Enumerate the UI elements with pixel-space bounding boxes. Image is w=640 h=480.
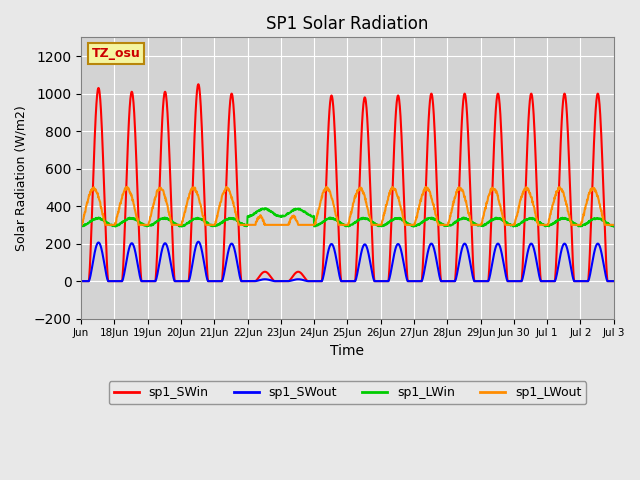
sp1_LWout [551, 196, 559, 202]
sp1_LWout [473, 222, 481, 228]
sp1_SWout [77, 278, 85, 284]
sp1_SWin [195, 81, 202, 87]
Line: sp1_SWout: sp1_SWout [81, 242, 613, 281]
sp1_SWout [195, 239, 202, 245]
sp1_SWin [161, 91, 168, 96]
sp1_LWout [603, 222, 611, 228]
sp1_SWout [609, 278, 617, 284]
sp1_LWin [604, 220, 611, 226]
sp1_LWout [333, 217, 341, 223]
sp1_LWin [323, 216, 331, 222]
Text: TZ_osu: TZ_osu [92, 47, 141, 60]
sp1_SWin [323, 150, 331, 156]
Legend: sp1_SWin, sp1_SWout, sp1_LWin, sp1_LWout: sp1_SWin, sp1_SWout, sp1_LWin, sp1_LWout [109, 381, 586, 404]
sp1_LWout [323, 184, 330, 190]
sp1_SWin [603, 271, 611, 277]
sp1_SWout [473, 278, 481, 284]
sp1_LWin [333, 218, 341, 224]
sp1_SWout [161, 240, 168, 246]
sp1_LWin [473, 222, 481, 228]
Y-axis label: Solar Radiation (W/m2): Solar Radiation (W/m2) [15, 105, 28, 251]
sp1_SWout [603, 277, 611, 283]
sp1_LWin [261, 205, 269, 211]
sp1_LWin [161, 215, 168, 220]
sp1_SWin [333, 196, 341, 202]
Title: SP1 Solar Radiation: SP1 Solar Radiation [266, 15, 429, 33]
sp1_LWout [609, 222, 617, 228]
sp1_LWin [509, 224, 517, 229]
sp1_LWin [77, 223, 85, 229]
sp1_LWin [551, 219, 559, 225]
sp1_SWin [77, 278, 85, 284]
sp1_SWin [609, 278, 617, 284]
sp1_LWin [609, 224, 617, 229]
Line: sp1_LWout: sp1_LWout [81, 187, 613, 225]
sp1_SWout [551, 278, 559, 284]
sp1_SWout [323, 252, 331, 258]
sp1_SWin [551, 278, 559, 284]
sp1_LWout [77, 222, 85, 228]
sp1_LWout [161, 192, 168, 197]
sp1_SWin [473, 278, 481, 284]
Line: sp1_LWin: sp1_LWin [81, 208, 613, 227]
sp1_LWout [323, 187, 331, 192]
X-axis label: Time: Time [330, 344, 364, 358]
Line: sp1_SWin: sp1_SWin [81, 84, 613, 281]
sp1_SWout [333, 262, 341, 268]
